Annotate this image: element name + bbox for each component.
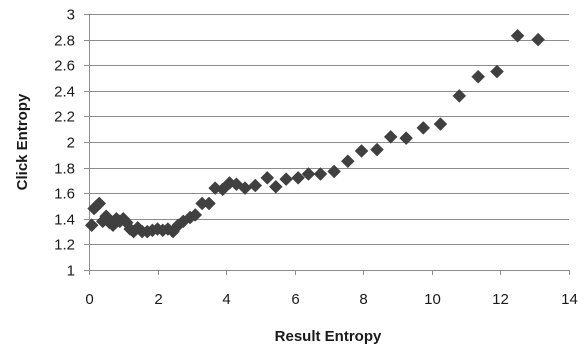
data-point [355,144,368,157]
x-axis-title: Result Entropy [275,328,382,345]
data-point [328,165,341,178]
y-tick-label: 3 [67,7,75,24]
data-point [384,130,397,143]
data-point [341,155,354,168]
data-point [532,33,545,46]
data-point [314,168,327,181]
x-tick-labels: 0 2 4 6 8 10 12 14 [85,291,578,308]
data-point [261,171,274,184]
y-tick-label: 1 [67,263,75,280]
x-tick-label: 4 [222,291,230,308]
data-point [269,180,282,193]
y-tick-label: 1.6 [54,186,75,203]
x-tick-label: 6 [291,291,299,308]
x-tick-label: 0 [85,291,93,308]
y-tick-label: 2.4 [54,84,75,101]
y-tick-labels: 1 1.2 1.4 1.6 1.8 2 2.2 2.4 2.6 2.8 3 [54,7,75,280]
data-point [280,173,293,186]
data-points [85,29,544,238]
axis-layer [84,14,570,275]
y-tick-label: 1.8 [54,161,75,178]
data-point [203,197,216,210]
data-point [472,70,485,83]
x-tick-label: 8 [359,291,367,308]
data-point [85,219,98,232]
y-axis-title: Click Entropy [14,93,31,190]
x-tick-label: 14 [561,291,578,308]
y-tick-label: 2.8 [54,33,75,50]
y-tick-label: 1.2 [54,237,75,254]
data-point [434,118,447,131]
data-point [249,179,262,192]
y-tick-label: 2.2 [54,109,75,126]
y-tick-label: 1.4 [54,212,75,229]
data-point [371,143,384,156]
y-tick-label: 2 [67,135,75,152]
x-tick-label: 10 [424,291,441,308]
x-tick-label: 12 [492,291,509,308]
data-point [491,65,504,78]
y-tick-label: 2.6 [54,58,75,75]
x-tick-label: 2 [154,291,162,308]
data-point [417,121,430,134]
